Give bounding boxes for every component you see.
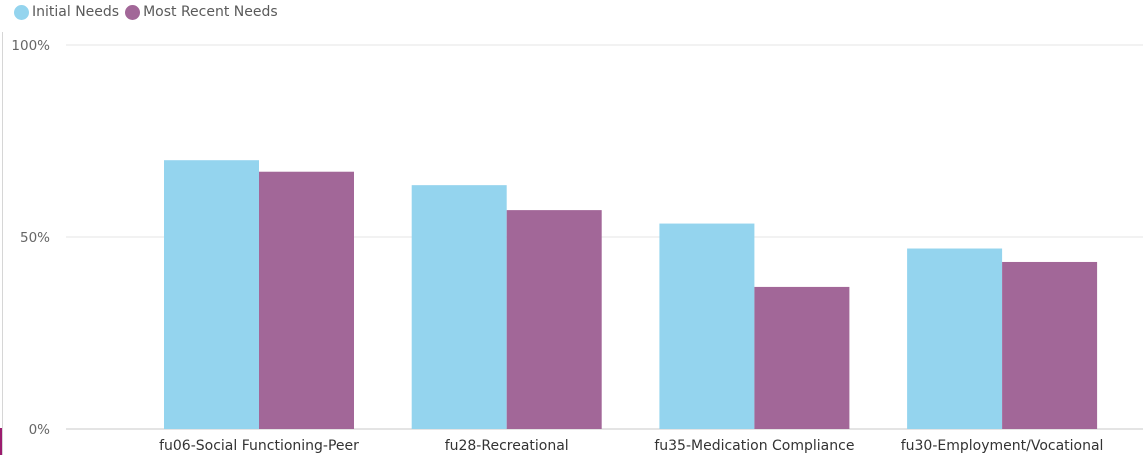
legend-label-initial-needs: Initial Needs	[32, 4, 120, 20]
x-category-label-3: fu30-Employment/Vocational	[901, 438, 1104, 454]
panel-accent-mark	[0, 428, 2, 455]
legend-item-initial-needs[interactable]: Initial Needs	[14, 4, 119, 20]
panel-left-border	[2, 32, 3, 455]
x-category-label-2: fu35-Medication Compliance	[654, 438, 854, 454]
x-category-label-1: fu28-Recreational	[445, 438, 569, 454]
bar-initial-3[interactable]	[907, 248, 1003, 429]
bar-recent-0[interactable]	[259, 171, 354, 429]
y-tick-label-1: 50%	[20, 230, 50, 246]
y-tick-label-2: 100%	[11, 38, 50, 54]
bar-initial-1[interactable]	[411, 185, 507, 429]
bar-recent-1[interactable]	[506, 210, 602, 429]
bar-recent-3[interactable]	[1002, 261, 1098, 429]
legend-swatch-initial-needs	[14, 4, 29, 20]
chart-legend: Initial Needs Most Recent Needs	[14, 4, 284, 20]
x-category-label-0: fu06-Social Functioning-Peer	[159, 438, 359, 454]
legend-label-most-recent-needs: Most Recent Needs	[143, 4, 278, 20]
y-tick-label-0: 0%	[29, 422, 51, 438]
bar-recent-2[interactable]	[754, 286, 850, 429]
bar-initial-2[interactable]	[659, 223, 755, 429]
bar-initial-0[interactable]	[164, 160, 259, 429]
legend-swatch-most-recent-needs	[125, 4, 141, 20]
legend-item-most-recent-needs[interactable]: Most Recent Needs	[125, 4, 278, 20]
